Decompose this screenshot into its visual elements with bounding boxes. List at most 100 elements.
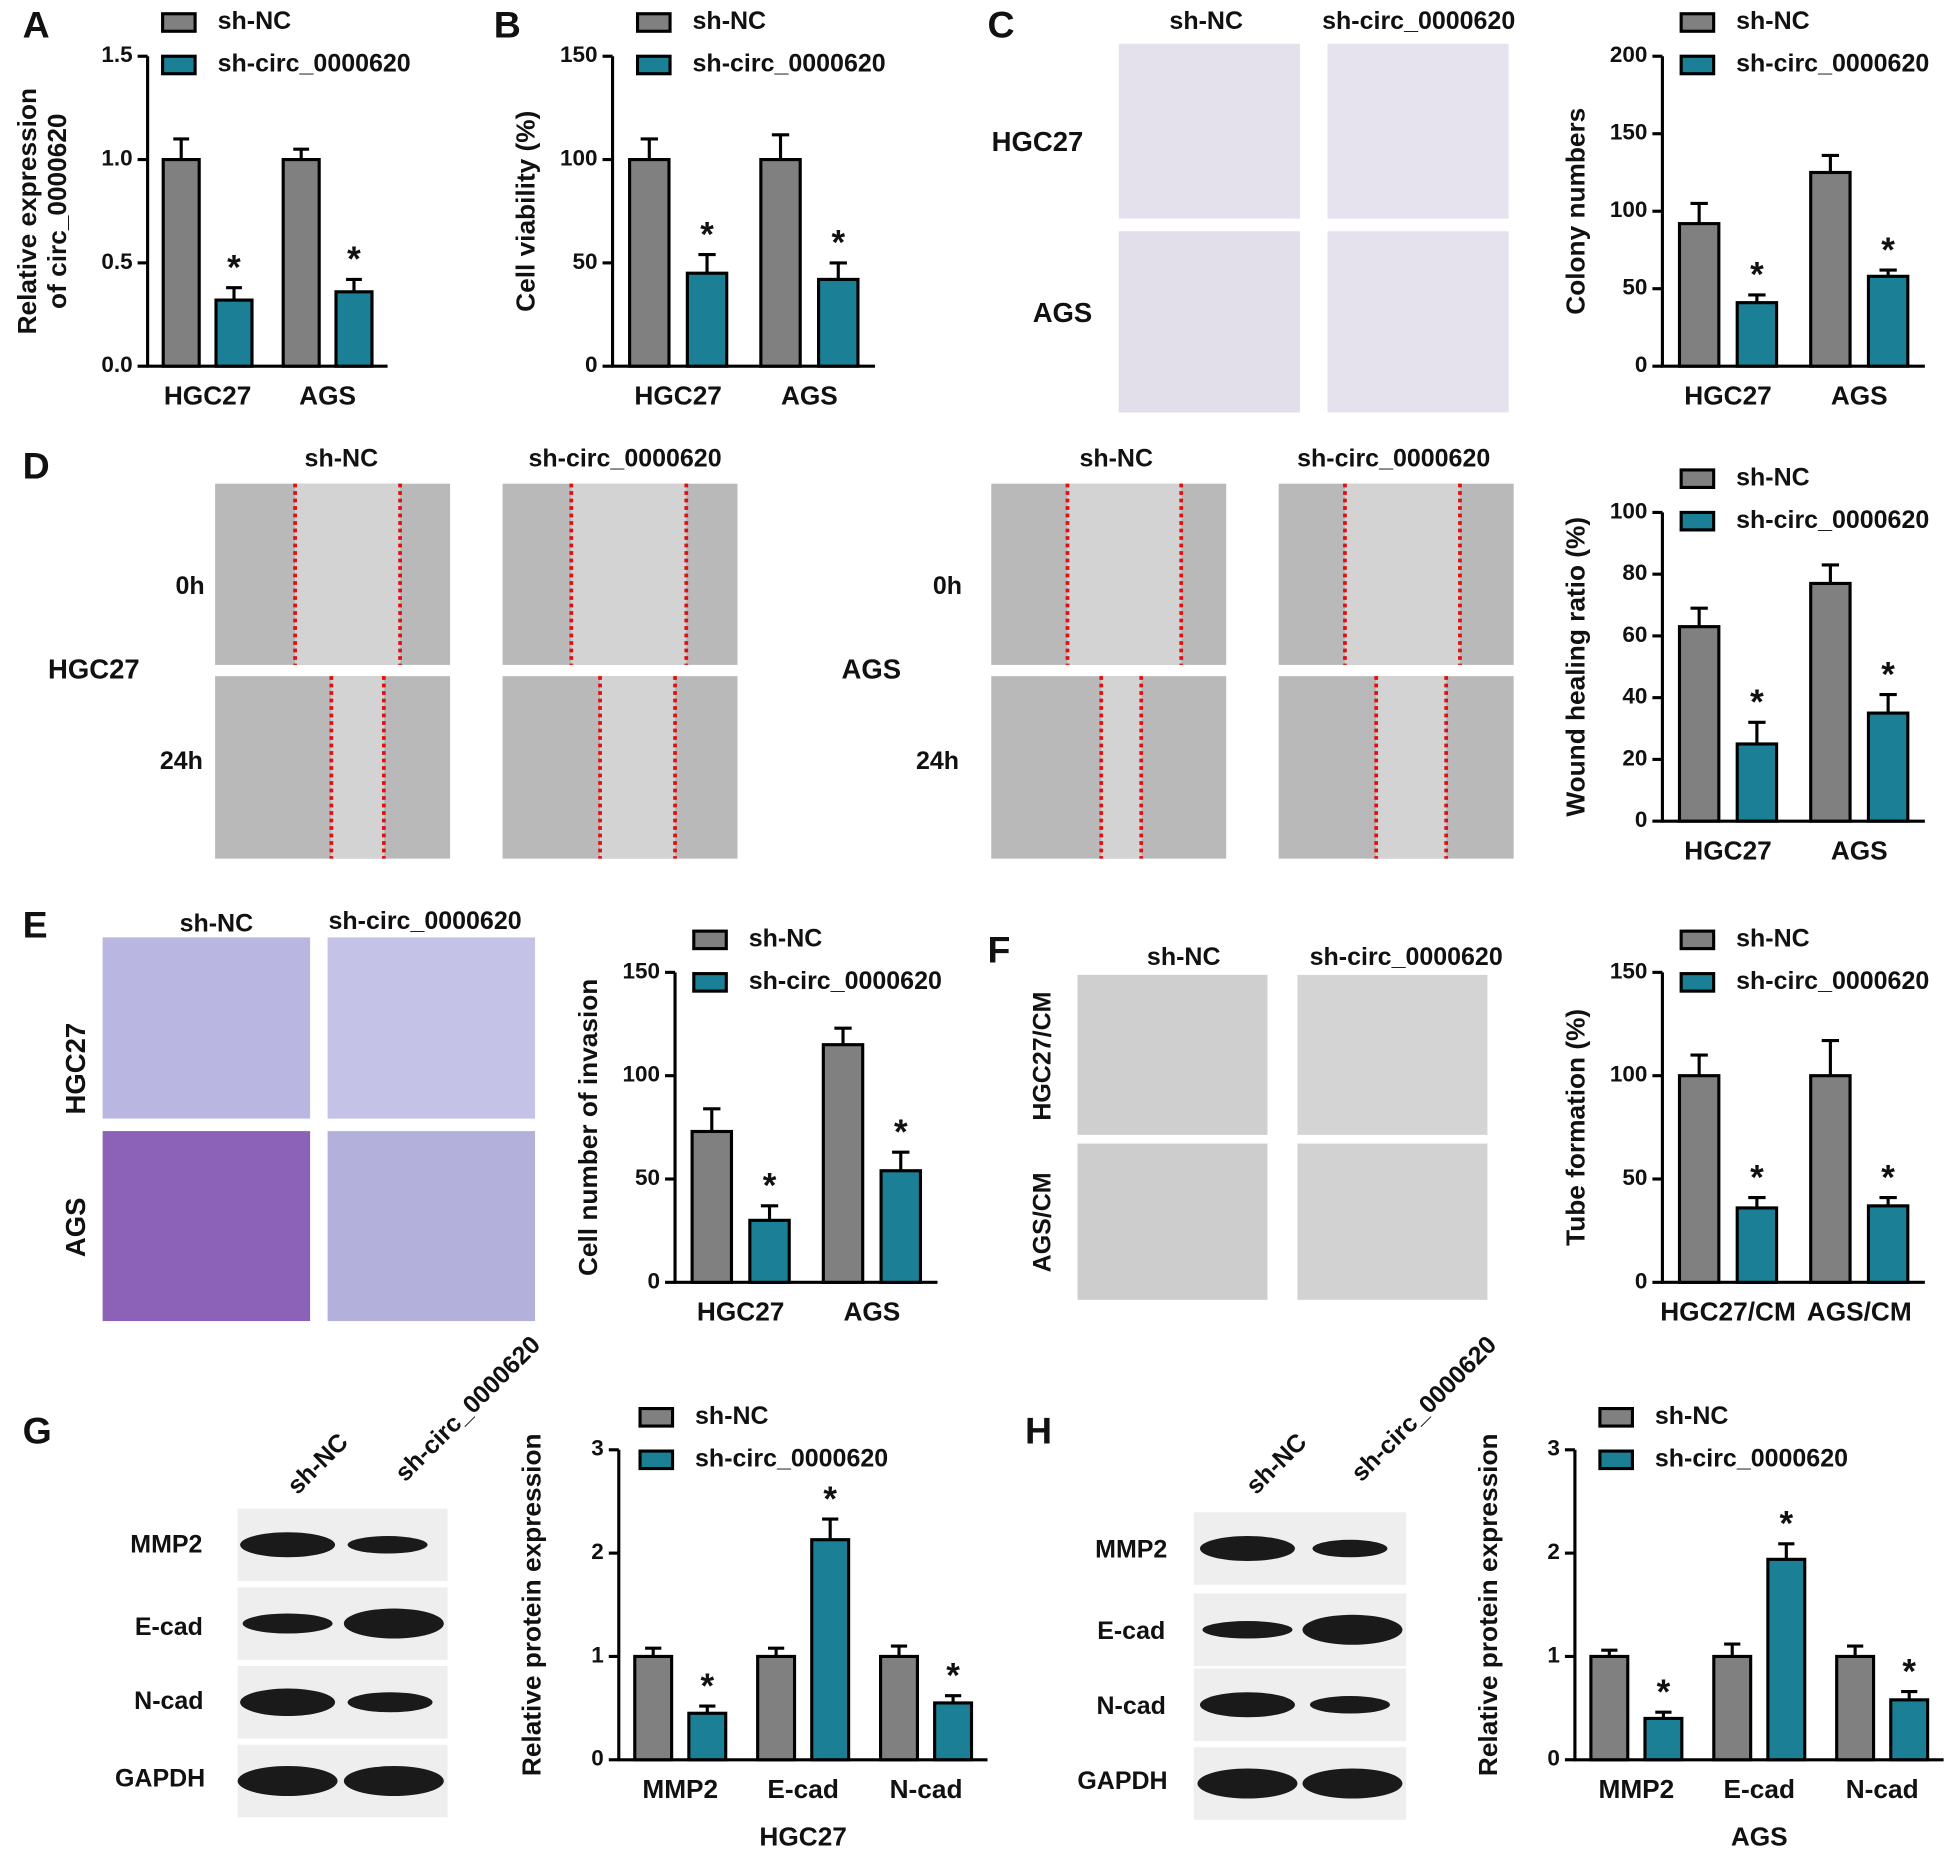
image-label: GAPDH [115, 1764, 205, 1792]
error-bar [1690, 1053, 1708, 1076]
bar [1835, 1654, 1876, 1762]
photo-gap [295, 483, 401, 665]
error-bar [834, 1026, 852, 1045]
bar-chart: 0 1 2 3 Relative protein expression MMP2 * E-ca… [517, 1402, 988, 1851]
image-label: sh-NC [180, 909, 254, 937]
error-bar [1821, 563, 1840, 584]
significance-mark: * [1881, 231, 1895, 270]
band [240, 1688, 336, 1717]
bar [628, 157, 671, 368]
image-label: 24h [916, 747, 959, 775]
y-axis-label: Relative protein expression [517, 1433, 547, 1776]
x-tick-label: HGC27 [1684, 380, 1771, 410]
bar [281, 157, 321, 368]
error-bar [890, 1644, 908, 1657]
y-tick-label: 150 [560, 42, 598, 67]
error-bar [173, 137, 190, 160]
x-tick-label: HGC27 [164, 380, 251, 410]
image-label: sh-NC [1079, 445, 1153, 473]
bar [1866, 274, 1910, 368]
panel-letter: H [1025, 1409, 1052, 1451]
legend-swatch [635, 54, 672, 76]
bar [1866, 711, 1910, 823]
image-label: GAPDH [1077, 1767, 1167, 1795]
legend-label: sh-NC [1655, 1402, 1729, 1430]
error-bar [1879, 693, 1897, 714]
legend-label: sh-circ_0000620 [218, 50, 411, 78]
legend-label: sh-circ_0000620 [749, 967, 942, 995]
y-tick-label: 100 [1610, 1062, 1648, 1087]
y-tick-label: 40 [1622, 684, 1647, 709]
y-tick-label: 100 [1610, 498, 1648, 523]
band [1199, 1536, 1295, 1562]
y-axis-label: Tube formation (%) [1560, 1009, 1590, 1246]
significance-mark: * [946, 1656, 960, 1695]
bar [687, 1711, 728, 1762]
band [1302, 1614, 1403, 1645]
bar [1677, 222, 1721, 368]
bar [1735, 742, 1779, 823]
error-bar [829, 261, 847, 280]
bar [1735, 301, 1779, 368]
error-bar [703, 1107, 721, 1132]
bar [1889, 1698, 1930, 1762]
error-bar [293, 147, 310, 160]
bar [161, 157, 201, 368]
legend-swatch [1679, 510, 1716, 532]
y-tick-label: 1.5 [101, 42, 132, 67]
photo [1118, 43, 1300, 219]
x-tick-label: AGS [1831, 380, 1888, 410]
band [347, 1692, 433, 1713]
photo [102, 937, 311, 1119]
error-bar [1847, 1644, 1864, 1657]
legend-swatch [1598, 1449, 1634, 1471]
y-axis-label: of circ_0000620 [42, 113, 72, 308]
y-axis-label: Colony numbers [1560, 108, 1590, 315]
y-tick-label: 150 [1610, 958, 1648, 983]
image-label: sh-circ_0000620 [1297, 445, 1490, 473]
legend-label: sh-NC [1736, 924, 1810, 952]
y-tick-label: 50 [635, 1165, 660, 1190]
bar-chart: 0.0 0.5 1.0 1.5 Relative expression of circ_0… [12, 7, 411, 410]
panel-letter: B [494, 3, 521, 45]
panel-letter: E [23, 903, 48, 945]
significance-mark: * [1750, 256, 1764, 295]
bar [810, 1538, 851, 1762]
x-tick-label: N-cad [890, 1774, 963, 1804]
x-tick-label: E-cad [1724, 1774, 1795, 1804]
significance-mark: * [894, 1113, 908, 1152]
y-tick-label: 60 [1622, 622, 1647, 647]
bar-chart: 0 50 100 150 Cell number of invasion HGC27 * AG… [573, 924, 942, 1326]
bar [685, 271, 729, 368]
legend-swatch [1679, 972, 1716, 993]
x-tick-label: E-cad [767, 1774, 838, 1804]
photo-gap [1067, 483, 1182, 665]
bar [748, 1218, 791, 1284]
y-tick-label: 0 [1547, 1746, 1560, 1771]
photo-gap [331, 676, 384, 859]
image-label: sh-circ_0000620 [1322, 7, 1515, 35]
y-tick-label: 3 [1547, 1436, 1560, 1461]
image-label: sh-NC [1241, 1428, 1313, 1500]
photo [1077, 1143, 1268, 1300]
image-label: N-cad [134, 1687, 203, 1715]
error-bar [1821, 1038, 1840, 1076]
y-tick-label: 3 [591, 1436, 604, 1461]
y-tick-label: 100 [1610, 197, 1648, 222]
bar [1809, 581, 1852, 823]
image-label: MMP2 [1095, 1536, 1167, 1564]
image-label: MMP2 [130, 1531, 202, 1559]
band [1309, 1696, 1390, 1714]
y-tick-label: 0 [1635, 807, 1648, 832]
legend-label: sh-circ_0000620 [693, 50, 886, 78]
error-bar [1724, 1642, 1741, 1657]
y-tick-label: 150 [623, 958, 661, 983]
error-bar [767, 1646, 785, 1657]
image-label: 0h [933, 572, 962, 600]
legend-label: sh-NC [218, 7, 292, 35]
y-tick-label: 150 [1610, 120, 1648, 145]
error-bar [944, 1694, 962, 1703]
error-bar [226, 286, 242, 301]
